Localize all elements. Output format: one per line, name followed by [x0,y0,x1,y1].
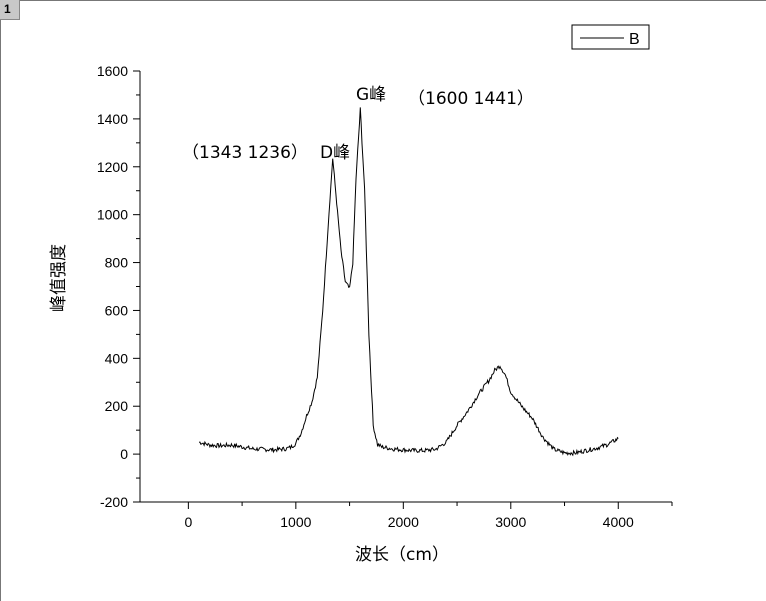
x-tick-label: 1000 [280,514,311,530]
y-tick-label: 800 [105,255,129,271]
annotation-g-peak-label: G峰 [356,85,386,105]
window-frame-left [0,20,1,601]
series-line-B [199,107,619,457]
annotation-d-peak-coords: （1343 1236） [182,143,308,163]
y-tick-label: 600 [105,302,129,318]
y-tick-label: 400 [105,350,129,366]
y-axis-title: 峰值强度 [49,244,69,312]
legend: B [571,24,650,50]
x-tick-label: 0 [184,514,192,530]
y-tick-label: 0 [120,446,128,462]
y-tick-label: 1400 [97,111,128,127]
x-axis-title: 波长（cm） [355,545,449,565]
annotation-g-peak-coords: （1600 1441） [408,89,534,109]
page-tab[interactable]: 1 [0,0,20,20]
x-tick-label: 2000 [388,514,419,530]
x-tick-label: 3000 [495,514,526,530]
annotation-d-peak-label: D峰 [320,143,350,163]
y-tick-label: -200 [100,494,128,510]
window-frame-top [20,0,766,1]
tick-group: -200 0 200 400 600 800 1000 1200 1400 1600 0 1000 20… [97,63,673,530]
axes [139,71,672,503]
legend-label-B: B [629,31,640,48]
y-tick-label: 1200 [97,159,128,175]
legend-box [571,24,650,50]
x-tick-label: 4000 [603,514,634,530]
y-tick-label: 1600 [97,63,128,79]
y-tick-label: 1000 [97,207,128,223]
y-tick-label: 200 [105,398,129,414]
